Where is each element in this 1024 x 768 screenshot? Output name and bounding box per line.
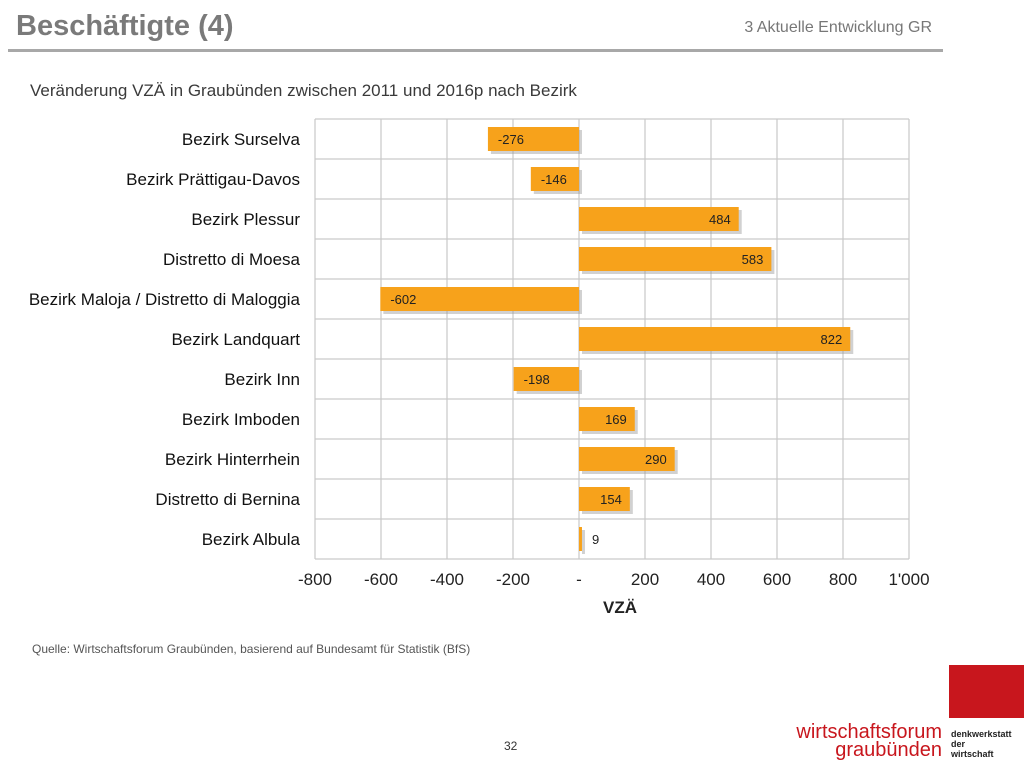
data-label: 484 bbox=[709, 212, 731, 227]
data-label: 9 bbox=[592, 532, 599, 547]
source-note: Quelle: Wirtschaftsforum Graubünden, bas… bbox=[32, 642, 471, 656]
category-label: Bezirk Landquart bbox=[171, 330, 300, 349]
bar bbox=[579, 247, 772, 271]
bar bbox=[579, 487, 630, 511]
chart-bars bbox=[380, 127, 854, 554]
category-label: Bezirk Imboden bbox=[182, 410, 300, 429]
chart-labels: -800 -600 -400 -200-200 400 600 800 1'000Bezirk… bbox=[29, 130, 930, 589]
x-tick-label: -600 bbox=[364, 570, 398, 589]
category-label: Bezirk Hinterrhein bbox=[165, 450, 300, 469]
bar bbox=[579, 447, 675, 471]
data-label: -276 bbox=[498, 132, 524, 147]
logo-small-line2: der bbox=[951, 739, 966, 749]
category-label: Bezirk Surselva bbox=[182, 130, 301, 149]
x-tick-label: 600 bbox=[763, 570, 791, 589]
logo-text-line1: wirtschaftsforum bbox=[796, 721, 942, 743]
data-label: 154 bbox=[600, 492, 622, 507]
chart-title: Veränderung VZÄ in Graubünden zwischen 2… bbox=[30, 81, 577, 100]
logo-small-line3: wirtschaft bbox=[951, 749, 994, 759]
category-label: Bezirk Inn bbox=[224, 370, 300, 389]
data-label: 290 bbox=[645, 452, 667, 467]
x-tick-label: -200 bbox=[496, 570, 530, 589]
logo-text-line2: graubünden bbox=[835, 739, 942, 761]
x-tick-label: 1'000 bbox=[888, 570, 929, 589]
bar-chart: -800 -600 -400 -200-200 400 600 800 1'000Bezirk… bbox=[29, 118, 930, 617]
category-label: Bezirk Plessur bbox=[191, 210, 300, 229]
x-tick-label: -800 bbox=[298, 570, 332, 589]
bar bbox=[530, 167, 579, 191]
bar bbox=[380, 287, 579, 311]
category-label: Distretto di Moesa bbox=[163, 250, 301, 269]
data-label: -602 bbox=[390, 292, 416, 307]
data-label: 822 bbox=[821, 332, 843, 347]
x-tick-label: 400 bbox=[697, 570, 725, 589]
header-divider bbox=[8, 49, 943, 52]
category-label: Bezirk Maloja / Distretto di Maloggia bbox=[29, 290, 301, 309]
bar bbox=[487, 127, 579, 151]
logo-small-line1: denkwerkstatt bbox=[951, 729, 1012, 739]
x-tick-label: - bbox=[576, 570, 582, 589]
x-tick-label: 800 bbox=[829, 570, 857, 589]
data-label: 583 bbox=[742, 252, 764, 267]
x-axis-label: VZÄ bbox=[603, 598, 637, 617]
data-label: -146 bbox=[541, 172, 567, 187]
bar bbox=[579, 407, 635, 431]
data-label: 169 bbox=[605, 412, 627, 427]
data-label: -198 bbox=[524, 372, 550, 387]
bar bbox=[579, 207, 739, 231]
bar bbox=[513, 367, 579, 391]
category-label: Bezirk Prättigau-Davos bbox=[126, 170, 300, 189]
category-label: Bezirk Albula bbox=[202, 530, 301, 549]
bar-shadow bbox=[582, 530, 585, 554]
x-tick-label: -400 bbox=[430, 570, 464, 589]
bar bbox=[579, 527, 582, 551]
page-number: 32 bbox=[504, 739, 518, 753]
logo-square bbox=[949, 665, 1024, 718]
page-title: Beschäftigte (4) bbox=[16, 10, 234, 42]
x-tick-label: 200 bbox=[631, 570, 659, 589]
category-label: Distretto di Bernina bbox=[155, 490, 300, 509]
bar bbox=[579, 327, 851, 351]
section-label: 3 Aktuelle Entwicklung GR bbox=[744, 19, 932, 36]
